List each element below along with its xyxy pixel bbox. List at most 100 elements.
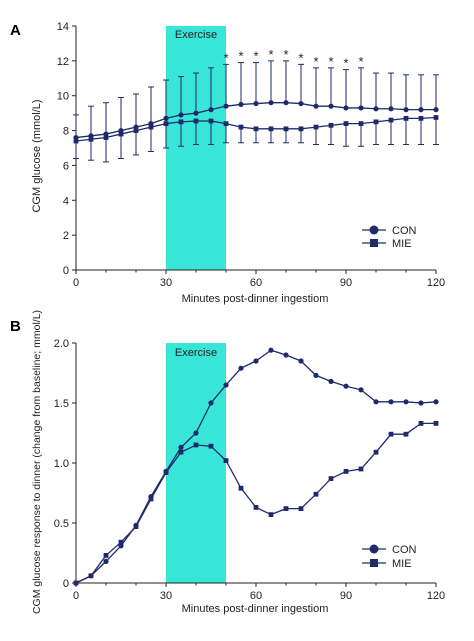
- significance-star-8: *: [343, 56, 348, 71]
- series-line-con-b: [75, 349, 437, 584]
- legend-b: CON MIE: [362, 544, 417, 570]
- x-tick-label-a-2: 60: [250, 277, 262, 289]
- point-con-b-11: [238, 365, 244, 371]
- x-axis-label-a: Minutes post-dinner ingestiom: [182, 293, 329, 305]
- point-con-a-10: [223, 103, 229, 109]
- x-ticks-b: 0 30 60 90 120: [73, 583, 445, 602]
- point-mie-b-0: [73, 580, 79, 586]
- point-con-a-16: [313, 103, 319, 109]
- legend-circle-marker-b: [369, 544, 379, 554]
- y-tick-label-b-0: 0: [63, 578, 69, 590]
- point-mie-a-18: [343, 121, 349, 126]
- point-mie-b-23: [418, 421, 424, 426]
- significance-star-3: *: [268, 47, 273, 62]
- exercise-band-b: [166, 343, 226, 583]
- point-con-b-2: [103, 558, 109, 565]
- significance-star-4: *: [283, 47, 288, 62]
- point-mie-b-12: [253, 505, 259, 510]
- x-ticks-a: 0 30 60 90 120: [73, 270, 445, 289]
- point-con-a-14: [283, 100, 289, 106]
- point-con-a-7: [178, 112, 184, 118]
- point-mie-b-3: [118, 539, 124, 545]
- y-axis-label-b: CGM glucose response to dinner (change f…: [31, 310, 43, 614]
- x-tick-label-b-4: 120: [427, 590, 445, 602]
- point-mie-b-2: [103, 553, 109, 558]
- point-mie-b-11: [238, 485, 244, 491]
- point-mie-a-12: [253, 126, 259, 132]
- point-mie-a-6: [163, 121, 169, 126]
- y-ticks-a: 0 2 4 6 8 10 12 14: [57, 21, 76, 277]
- panel-b: B Exercise 0 0.5 1.0 1.5 2.0 0 30 60 90 …: [10, 310, 445, 615]
- point-con-a-15: [298, 100, 304, 107]
- significance-star-6: *: [313, 54, 318, 69]
- point-con-a-11: [238, 101, 244, 108]
- point-mie-b-10: [223, 458, 229, 463]
- point-con-a-13: [268, 100, 274, 106]
- point-con-b-13: [268, 347, 274, 353]
- point-con-b-17: [328, 378, 334, 384]
- exercise-label-b: Exercise: [175, 347, 217, 359]
- point-mie-b-9: [208, 443, 214, 449]
- significance-marks-a: * * * * * * * * * *: [223, 47, 363, 71]
- legend-square-marker-b: [370, 559, 378, 567]
- point-mie-a-1: [88, 136, 94, 142]
- point-mie-a-8: [193, 118, 199, 124]
- x-tick-label-b-1: 30: [160, 590, 172, 602]
- point-con-b-14: [283, 352, 289, 358]
- point-mie-b-6: [163, 470, 169, 475]
- point-con-b-8: [193, 430, 199, 436]
- legend-a: CON MIE: [362, 225, 417, 250]
- y-tick-label-a-1: 2: [63, 230, 69, 242]
- x-tick-label-a-4: 120: [427, 277, 445, 289]
- legend-label-con-b: CON: [392, 544, 417, 556]
- point-mie-a-23: [418, 115, 424, 121]
- point-mie-b-5: [148, 496, 154, 502]
- y-tick-label-a-2: 4: [63, 195, 69, 207]
- point-con-a-24: [433, 107, 439, 113]
- legend-circle-marker-a: [369, 225, 379, 235]
- point-mie-b-17: [328, 476, 334, 481]
- panel-a-label: A: [10, 22, 21, 39]
- point-con-b-20: [373, 399, 379, 405]
- y-tick-label-a-7: 14: [57, 21, 69, 33]
- significance-star-5: *: [298, 50, 303, 65]
- panel-a: A Exercise 0 2 4 6 8 10 12 14 0 30 60 90…: [10, 21, 445, 305]
- point-con-b-16: [313, 372, 319, 378]
- legend-label-mie-a: MIE: [392, 238, 412, 250]
- point-con-b-18: [343, 383, 349, 389]
- point-mie-a-15: [298, 126, 304, 132]
- point-con-b-22: [403, 399, 409, 405]
- y-tick-label-b-1: 0.5: [54, 518, 69, 530]
- significance-star-0: *: [223, 50, 228, 65]
- point-con-a-6: [163, 115, 169, 121]
- panel-b-label: B: [10, 318, 21, 335]
- point-con-a-23: [418, 107, 424, 113]
- point-con-a-22: [403, 107, 409, 113]
- series-lines-b: [75, 349, 437, 584]
- y-ticks-b: 0 0.5 1.0 1.5 2.0: [54, 338, 76, 590]
- point-mie-a-22: [403, 115, 409, 121]
- point-con-b-23: [418, 400, 424, 406]
- point-mie-b-15: [298, 506, 304, 511]
- significance-star-9: *: [358, 54, 363, 69]
- point-con-a-21: [388, 106, 394, 112]
- legend-label-con-a: CON: [392, 225, 417, 237]
- y-tick-label-a-3: 6: [63, 160, 69, 172]
- point-mie-a-9: [208, 118, 214, 124]
- exercise-label-a: Exercise: [175, 29, 217, 41]
- point-mie-a-5: [148, 124, 154, 130]
- legend-square-marker-a: [370, 239, 378, 247]
- y-tick-label-a-4: 8: [63, 126, 69, 138]
- y-tick-label-a-6: 12: [57, 56, 69, 68]
- error-bars-a: [73, 60, 439, 163]
- point-mie-a-2: [103, 135, 109, 140]
- point-con-b-15: [298, 358, 304, 364]
- point-mie-a-20: [373, 119, 379, 125]
- point-con-b-21: [388, 399, 394, 405]
- point-mie-b-8: [193, 442, 199, 448]
- point-mie-b-7: [178, 449, 184, 455]
- point-mie-a-16: [313, 124, 319, 130]
- point-mie-a-24: [433, 115, 439, 120]
- x-tick-label-a-1: 30: [160, 277, 172, 289]
